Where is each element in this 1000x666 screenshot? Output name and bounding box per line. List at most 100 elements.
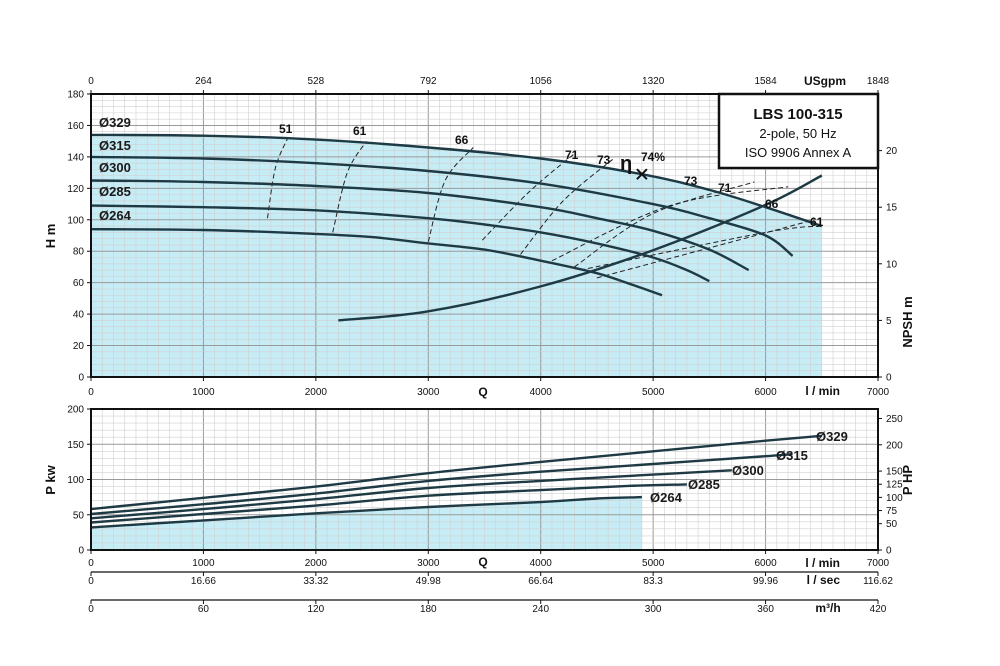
efficiency-line xyxy=(427,147,474,242)
diameter-label: Ø300 xyxy=(99,160,131,175)
right-tick-label: 5 xyxy=(886,316,892,327)
top-tick-label: 1320 xyxy=(642,76,665,87)
power-curve xyxy=(91,483,687,524)
head-curve xyxy=(91,133,823,228)
x-unit-label: l / min xyxy=(805,384,840,398)
x-axis-label: Q xyxy=(478,385,487,399)
x-tick-label: 0 xyxy=(88,387,94,398)
head-labels: Ø329 Ø315 Ø300 Ø285 Ø264 51 61 66 71 73 74% 73 71 66 6… xyxy=(43,74,915,399)
y-tick-label: 50 xyxy=(73,510,85,521)
x-tick-label: 3000 xyxy=(417,387,440,398)
efficiency-line xyxy=(520,158,615,255)
diameter-label: Ø329 xyxy=(99,115,131,130)
bottom-tick-label: 16.66 xyxy=(191,576,216,587)
x-unit-label: l / sec xyxy=(807,573,841,587)
power-labels: Ø329 Ø315 Ø300 Ø285 Ø264 0 50 100 150 200 P kw 0 50 7… xyxy=(43,405,915,616)
x-tick-label: 7000 xyxy=(867,387,890,398)
right-tick-label: 0 xyxy=(886,373,892,384)
title-line2: 2-pole, 50 Hz xyxy=(759,126,836,141)
efficiency-line xyxy=(332,140,367,233)
bottom-tick-label: 3000 xyxy=(417,558,440,569)
bottom-tick-label: 0 xyxy=(88,576,94,587)
power-diameter-label: Ø329 xyxy=(816,429,848,444)
bottom-tick-label: 0 xyxy=(88,558,94,569)
y-tick-label: 100 xyxy=(67,475,84,486)
efficiency-label: 51 xyxy=(279,122,293,136)
right-tick-label: 50 xyxy=(886,519,898,530)
y-tick-label: 200 xyxy=(67,405,84,416)
power-shaded-region xyxy=(91,497,642,550)
top-tick-label: 264 xyxy=(195,76,212,87)
y-tick-label: 20 xyxy=(73,341,85,352)
efficiency-label: 71 xyxy=(718,181,732,195)
bottom-tick-label: 300 xyxy=(645,604,662,615)
right-axis-label: NPSH m xyxy=(900,296,915,347)
x-tick-label: 1000 xyxy=(192,387,215,398)
y-tick-label: 120 xyxy=(67,184,84,195)
efficiency-line xyxy=(551,186,789,262)
diameter-label: Ø264 xyxy=(99,208,132,223)
efficiency-label: 73 xyxy=(684,174,698,188)
bottom-tick-label: 2000 xyxy=(305,558,328,569)
efficiency-line xyxy=(267,137,289,219)
y-tick-label: 80 xyxy=(73,247,85,258)
right-tick-label: 10 xyxy=(886,259,898,270)
title-box: LBS 100-315 2-pole, 50 Hz ISO 9906 Annex… xyxy=(717,92,880,170)
head-shaded-area xyxy=(91,134,822,377)
head-shaded-region xyxy=(91,134,822,377)
top-tick-label: 528 xyxy=(308,76,325,87)
bottom-tick-label: 83.3 xyxy=(643,576,663,587)
head-curve xyxy=(91,179,750,272)
y-tick-label: 140 xyxy=(67,152,84,163)
title-line3: ISO 9906 Annex A xyxy=(745,145,852,160)
x-unit-label: l / min xyxy=(805,556,840,570)
power-grid xyxy=(90,408,879,551)
bottom-tick-label: 420 xyxy=(870,604,887,615)
bottom-tick-label: 99.96 xyxy=(753,576,778,587)
right-tick-label: 200 xyxy=(886,440,903,451)
bottom-tick-label: 360 xyxy=(757,604,774,615)
top-axis-label: USgpm xyxy=(804,74,846,88)
title-model: LBS 100-315 xyxy=(753,106,842,123)
right-axis-label: P HP xyxy=(900,465,915,495)
npsh-curve xyxy=(338,174,823,322)
bottom-tick-label: 180 xyxy=(420,604,437,615)
efficiency-label: 74% xyxy=(641,150,665,164)
efficiency-label: 66 xyxy=(455,133,469,147)
top-tick-label: 792 xyxy=(420,76,437,87)
bottom-tick-label: 5000 xyxy=(642,558,665,569)
y-tick-label: 40 xyxy=(73,310,85,321)
bottom-tick-label: 66.64 xyxy=(528,576,553,587)
power-diameter-label: Ø285 xyxy=(688,477,720,492)
y-tick-label: 150 xyxy=(67,440,84,451)
efficiency-label: 73 xyxy=(597,153,611,167)
bottom-tick-label: 4000 xyxy=(530,558,553,569)
power-curve xyxy=(91,469,732,520)
y-tick-label: 100 xyxy=(67,215,84,226)
bottom-tick-label: 0 xyxy=(88,604,94,615)
power-diameter-label: Ø264 xyxy=(650,490,683,505)
efficiency-label: 61 xyxy=(353,124,367,138)
diameter-label: Ø285 xyxy=(99,184,131,199)
efficiency-label: 66 xyxy=(765,197,779,211)
x-tick-label: 4000 xyxy=(530,387,553,398)
efficiency-label: 71 xyxy=(565,148,579,162)
right-tick-label: 20 xyxy=(886,146,898,157)
top-tick-label: 1584 xyxy=(754,76,777,87)
power-curve xyxy=(91,495,642,529)
bottom-tick-label: 116.62 xyxy=(863,576,893,587)
top-tick-label: 0 xyxy=(88,76,94,87)
y-tick-label: 0 xyxy=(78,373,84,384)
power-curves xyxy=(91,434,822,529)
right-tick-label: 250 xyxy=(886,414,903,425)
bottom-tick-label: 49.98 xyxy=(416,576,441,587)
diameter-label: Ø315 xyxy=(99,138,131,153)
power-curve xyxy=(91,434,822,511)
right-tick-label: 75 xyxy=(886,506,898,517)
y-axis-label: H m xyxy=(43,224,58,249)
right-tick-label: 15 xyxy=(886,203,898,214)
y-tick-label: 160 xyxy=(67,121,84,132)
head-curve xyxy=(91,155,794,257)
y-tick-label: 60 xyxy=(73,278,85,289)
